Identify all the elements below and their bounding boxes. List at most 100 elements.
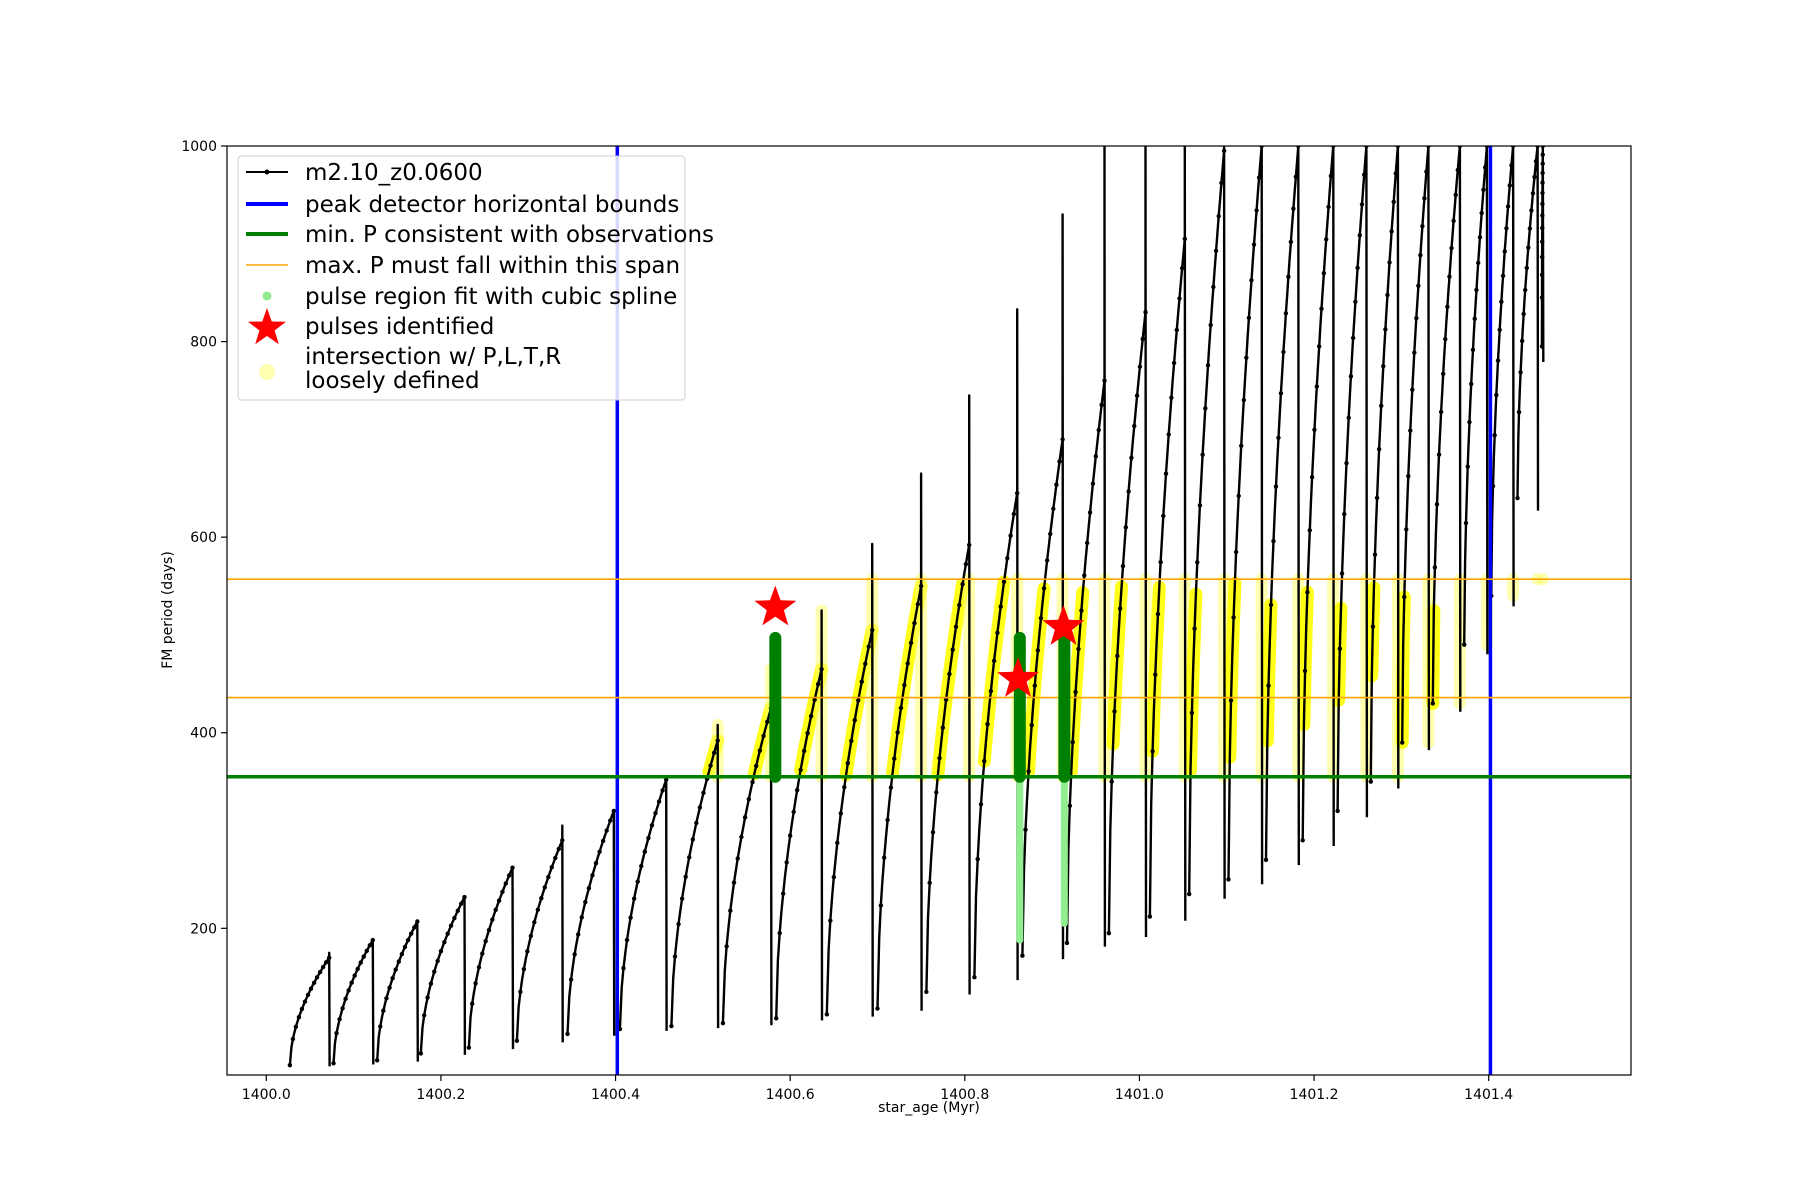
period-point [1192,626,1197,631]
period-point [639,863,644,869]
period-point [995,630,1000,636]
period-point [1302,668,1308,674]
period-point [1319,306,1324,311]
period-point [483,939,488,944]
period-point [1346,415,1351,421]
period-point [1324,237,1329,242]
period-point [1041,586,1047,591]
period-point [1014,490,1020,496]
period-point [583,899,588,905]
period-point [927,880,932,886]
period-points-cycle-19 [1186,148,1227,897]
period-point [1309,475,1315,480]
legend-label: max. P must fall within this span [305,253,680,279]
period-point [1509,163,1514,168]
legend-item-1: peak detector horizontal bounds [246,192,679,218]
period-point [808,713,814,719]
period-point [649,823,655,828]
period-point [1182,236,1188,242]
period-point [1372,552,1378,557]
period-point [1481,187,1486,192]
legend-item-0: m2.10_z0.0600 [246,160,483,186]
period-point [697,805,703,810]
period-point [611,808,616,814]
period-point [506,873,512,878]
period-point [340,1006,345,1011]
period-point [1219,180,1224,186]
period-point [1515,495,1520,501]
y-axis: 200 400 600 800 1000 [181,139,227,937]
period-points-cycle-1 [331,937,376,1066]
legend-box [237,155,686,401]
period-point [1465,464,1470,469]
y-tick-label-3: 800 [190,335,217,351]
period-point [878,903,884,908]
period-point [510,865,515,870]
period-point [628,915,633,920]
period-point [621,966,626,971]
legend-item-3: max. P must fall within this span [246,253,680,279]
period-point [425,995,430,1000]
period-point [378,1024,383,1029]
period-point [442,939,447,945]
period-point [1540,201,1545,207]
period-point [560,838,565,843]
period-point [1474,287,1479,293]
period-point [1376,447,1382,452]
period-point [1312,427,1317,433]
period-point [1044,558,1050,563]
period-point [1406,474,1411,479]
period-point [988,688,994,694]
period-point [396,959,402,964]
period-point [1374,495,1380,501]
period-point [568,977,574,982]
period-point [553,855,558,861]
period-point [663,777,669,782]
x-tick-label-1: 1400.2 [416,1087,465,1103]
period-point [708,763,713,768]
period-point [1470,347,1476,353]
period-curve-group [287,146,1546,1068]
spline-fit-group [769,631,1071,944]
period-point [608,818,613,823]
period-point [302,999,308,1004]
period-point [1147,914,1153,919]
period-point [290,1036,296,1042]
period-point [320,964,326,970]
period-point [1527,226,1533,231]
y-tick-label-2: 600 [190,530,217,546]
pulses-identified-group [754,585,1085,697]
period-point [1117,606,1123,611]
period-point [953,624,959,630]
period-point [1228,698,1234,703]
period-point [604,828,609,833]
period-points-cycle-18 [1147,236,1188,919]
period-point [842,784,847,790]
period-curve-cycle-29 [1516,146,1540,511]
period-point [1205,363,1211,368]
period-points-cycle-21 [1263,146,1301,863]
period-point [676,921,681,927]
period-point [518,989,523,995]
period-points-cycle-25 [1400,146,1431,745]
period-point [1140,336,1145,342]
period-curve-cycle-30 [1540,146,1545,363]
period-points-cycle-13 [924,542,972,995]
period-point [1524,265,1529,271]
period-points-cycle-12 [875,583,924,1011]
period-point [1115,653,1120,659]
period-point [824,1012,830,1017]
period-point [1462,642,1467,647]
period-point [1276,435,1281,440]
period-point [1079,608,1084,613]
period-point [452,915,457,921]
period-point [1539,272,1545,278]
period-point [1335,808,1340,814]
period-point [1093,454,1099,459]
period-curve-cycle-4 [467,866,515,1050]
x-tick-label-4: 1400.8 [940,1087,989,1103]
legend-item-2: min. P consistent with observations [246,222,714,248]
period-point [1236,493,1241,499]
period-point [1449,245,1454,251]
